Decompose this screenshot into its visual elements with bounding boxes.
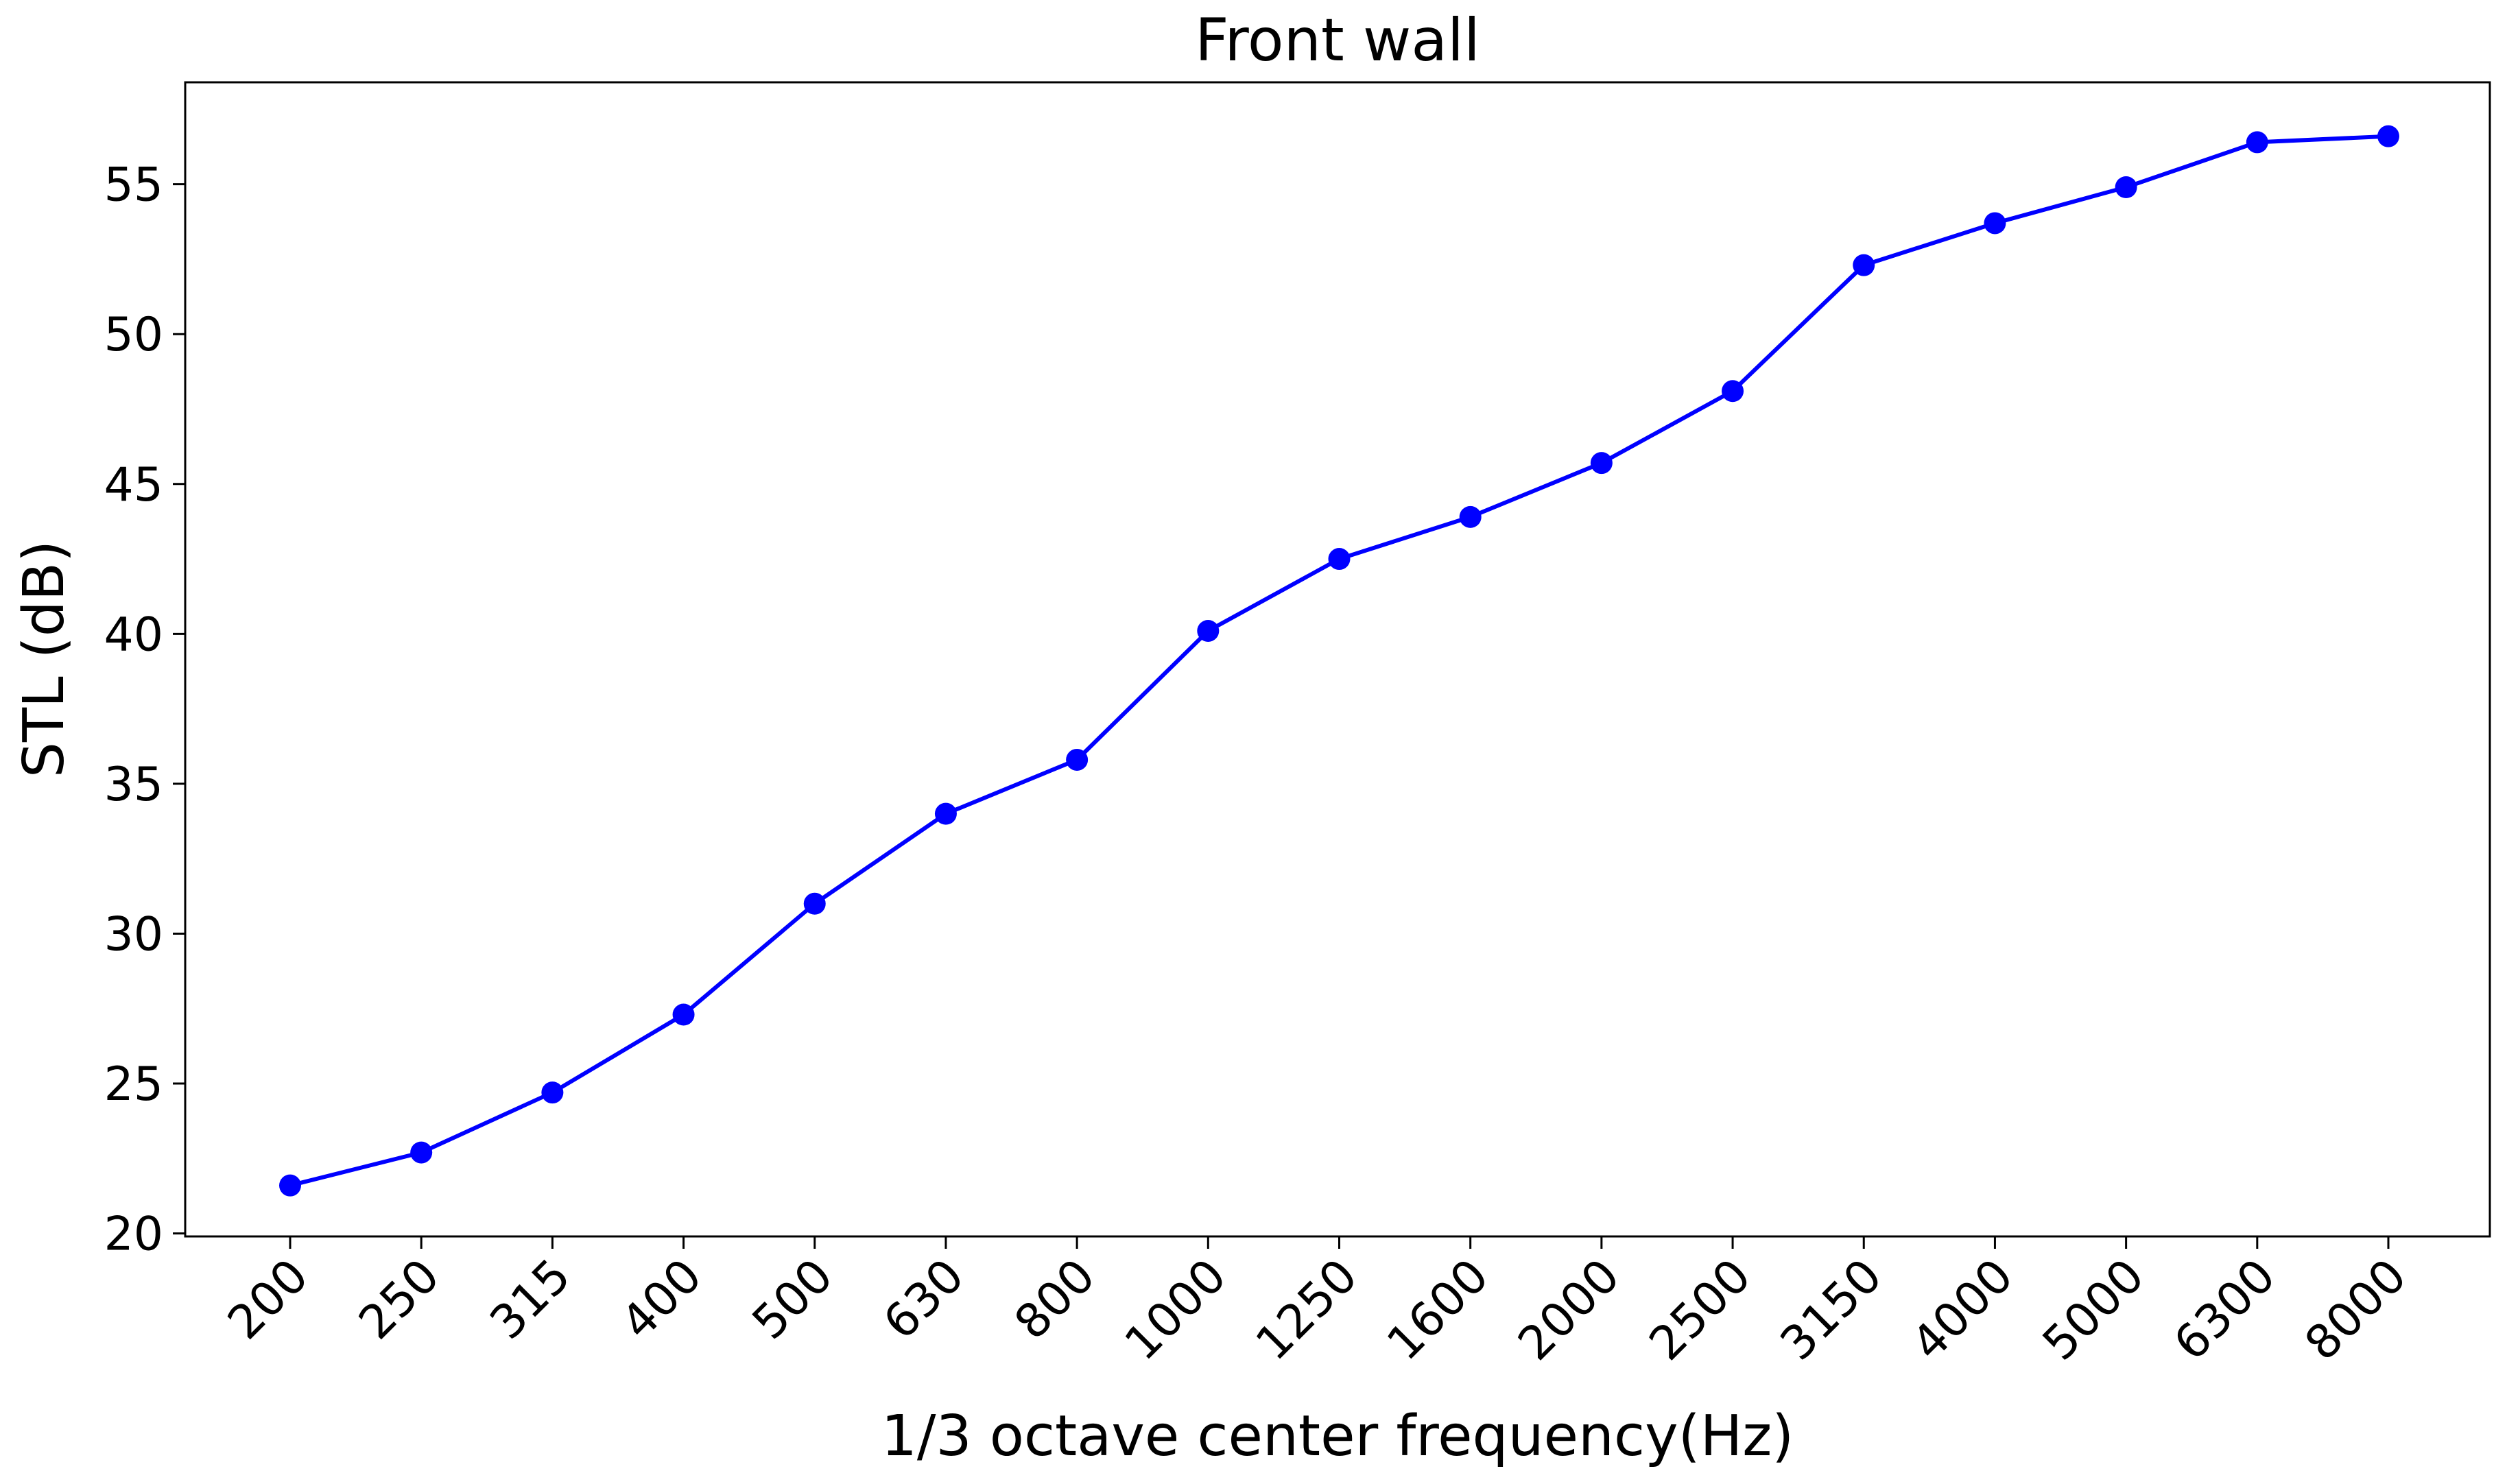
y-tick-label: 30 bbox=[104, 907, 163, 961]
plot-frame bbox=[184, 81, 2491, 1238]
data-point bbox=[672, 1003, 695, 1026]
x-tick-label: 1600 bbox=[1377, 1249, 1499, 1371]
data-point bbox=[2377, 125, 2399, 147]
data-point bbox=[410, 1141, 433, 1164]
data-point bbox=[1328, 548, 1351, 571]
x-tick-label: 4000 bbox=[1901, 1249, 2023, 1371]
data-point bbox=[1984, 212, 2006, 235]
y-tick-label: 50 bbox=[104, 308, 163, 362]
x-tick-label: 5000 bbox=[2032, 1249, 2154, 1371]
y-tick-label: 35 bbox=[104, 758, 163, 812]
series-layer bbox=[279, 125, 2399, 1197]
y-tick-label: 20 bbox=[104, 1208, 163, 1262]
data-point bbox=[1197, 619, 1220, 642]
data-point bbox=[1066, 748, 1089, 771]
x-tick-label: 3150 bbox=[1770, 1249, 1892, 1371]
y-tick-label: 25 bbox=[104, 1057, 163, 1112]
x-tick-label: 800 bbox=[1005, 1249, 1106, 1350]
y-tick-label: 45 bbox=[104, 458, 163, 512]
x-axis-ticks: 200 250 315 400 500 630 800 1000 1250 1600 2000 250… bbox=[217, 1236, 2417, 1371]
x-tick-label: 8000 bbox=[2295, 1249, 2417, 1371]
data-point bbox=[2115, 176, 2137, 198]
data-point bbox=[541, 1081, 564, 1104]
y-tick-label: 40 bbox=[104, 608, 163, 662]
x-tick-label: 2500 bbox=[1639, 1249, 1761, 1371]
x-tick-label: 200 bbox=[217, 1249, 319, 1350]
x-tick-label: 315 bbox=[480, 1249, 582, 1350]
x-tick-label: 2000 bbox=[1508, 1249, 1630, 1371]
data-point bbox=[2246, 131, 2268, 154]
data-point bbox=[1590, 452, 1613, 475]
data-point bbox=[1459, 505, 1482, 528]
x-tick-label: 6300 bbox=[2164, 1249, 2286, 1371]
y-axis-ticks: 20 25 30 35 40 45 50 55 bbox=[104, 158, 185, 1262]
x-tick-label: 1250 bbox=[1246, 1249, 1368, 1371]
data-point bbox=[803, 892, 826, 915]
y-tick-label: 55 bbox=[104, 158, 163, 213]
x-axis-label: 1/3 octave center frequency(Hz) bbox=[881, 1404, 1794, 1469]
data-point bbox=[1853, 254, 1875, 276]
x-tick-label: 500 bbox=[742, 1249, 844, 1350]
data-point bbox=[1722, 380, 1744, 403]
chart-title: Front wall bbox=[1195, 6, 1480, 75]
x-tick-label: 400 bbox=[611, 1249, 713, 1350]
x-tick-label: 630 bbox=[873, 1249, 975, 1350]
series-line bbox=[289, 134, 2389, 1188]
y-axis-label: STL (dB) bbox=[12, 540, 77, 778]
data-point bbox=[279, 1174, 301, 1197]
x-tick-label: 250 bbox=[349, 1249, 451, 1350]
x-tick-label: 1000 bbox=[1115, 1249, 1237, 1371]
data-point bbox=[934, 802, 957, 825]
